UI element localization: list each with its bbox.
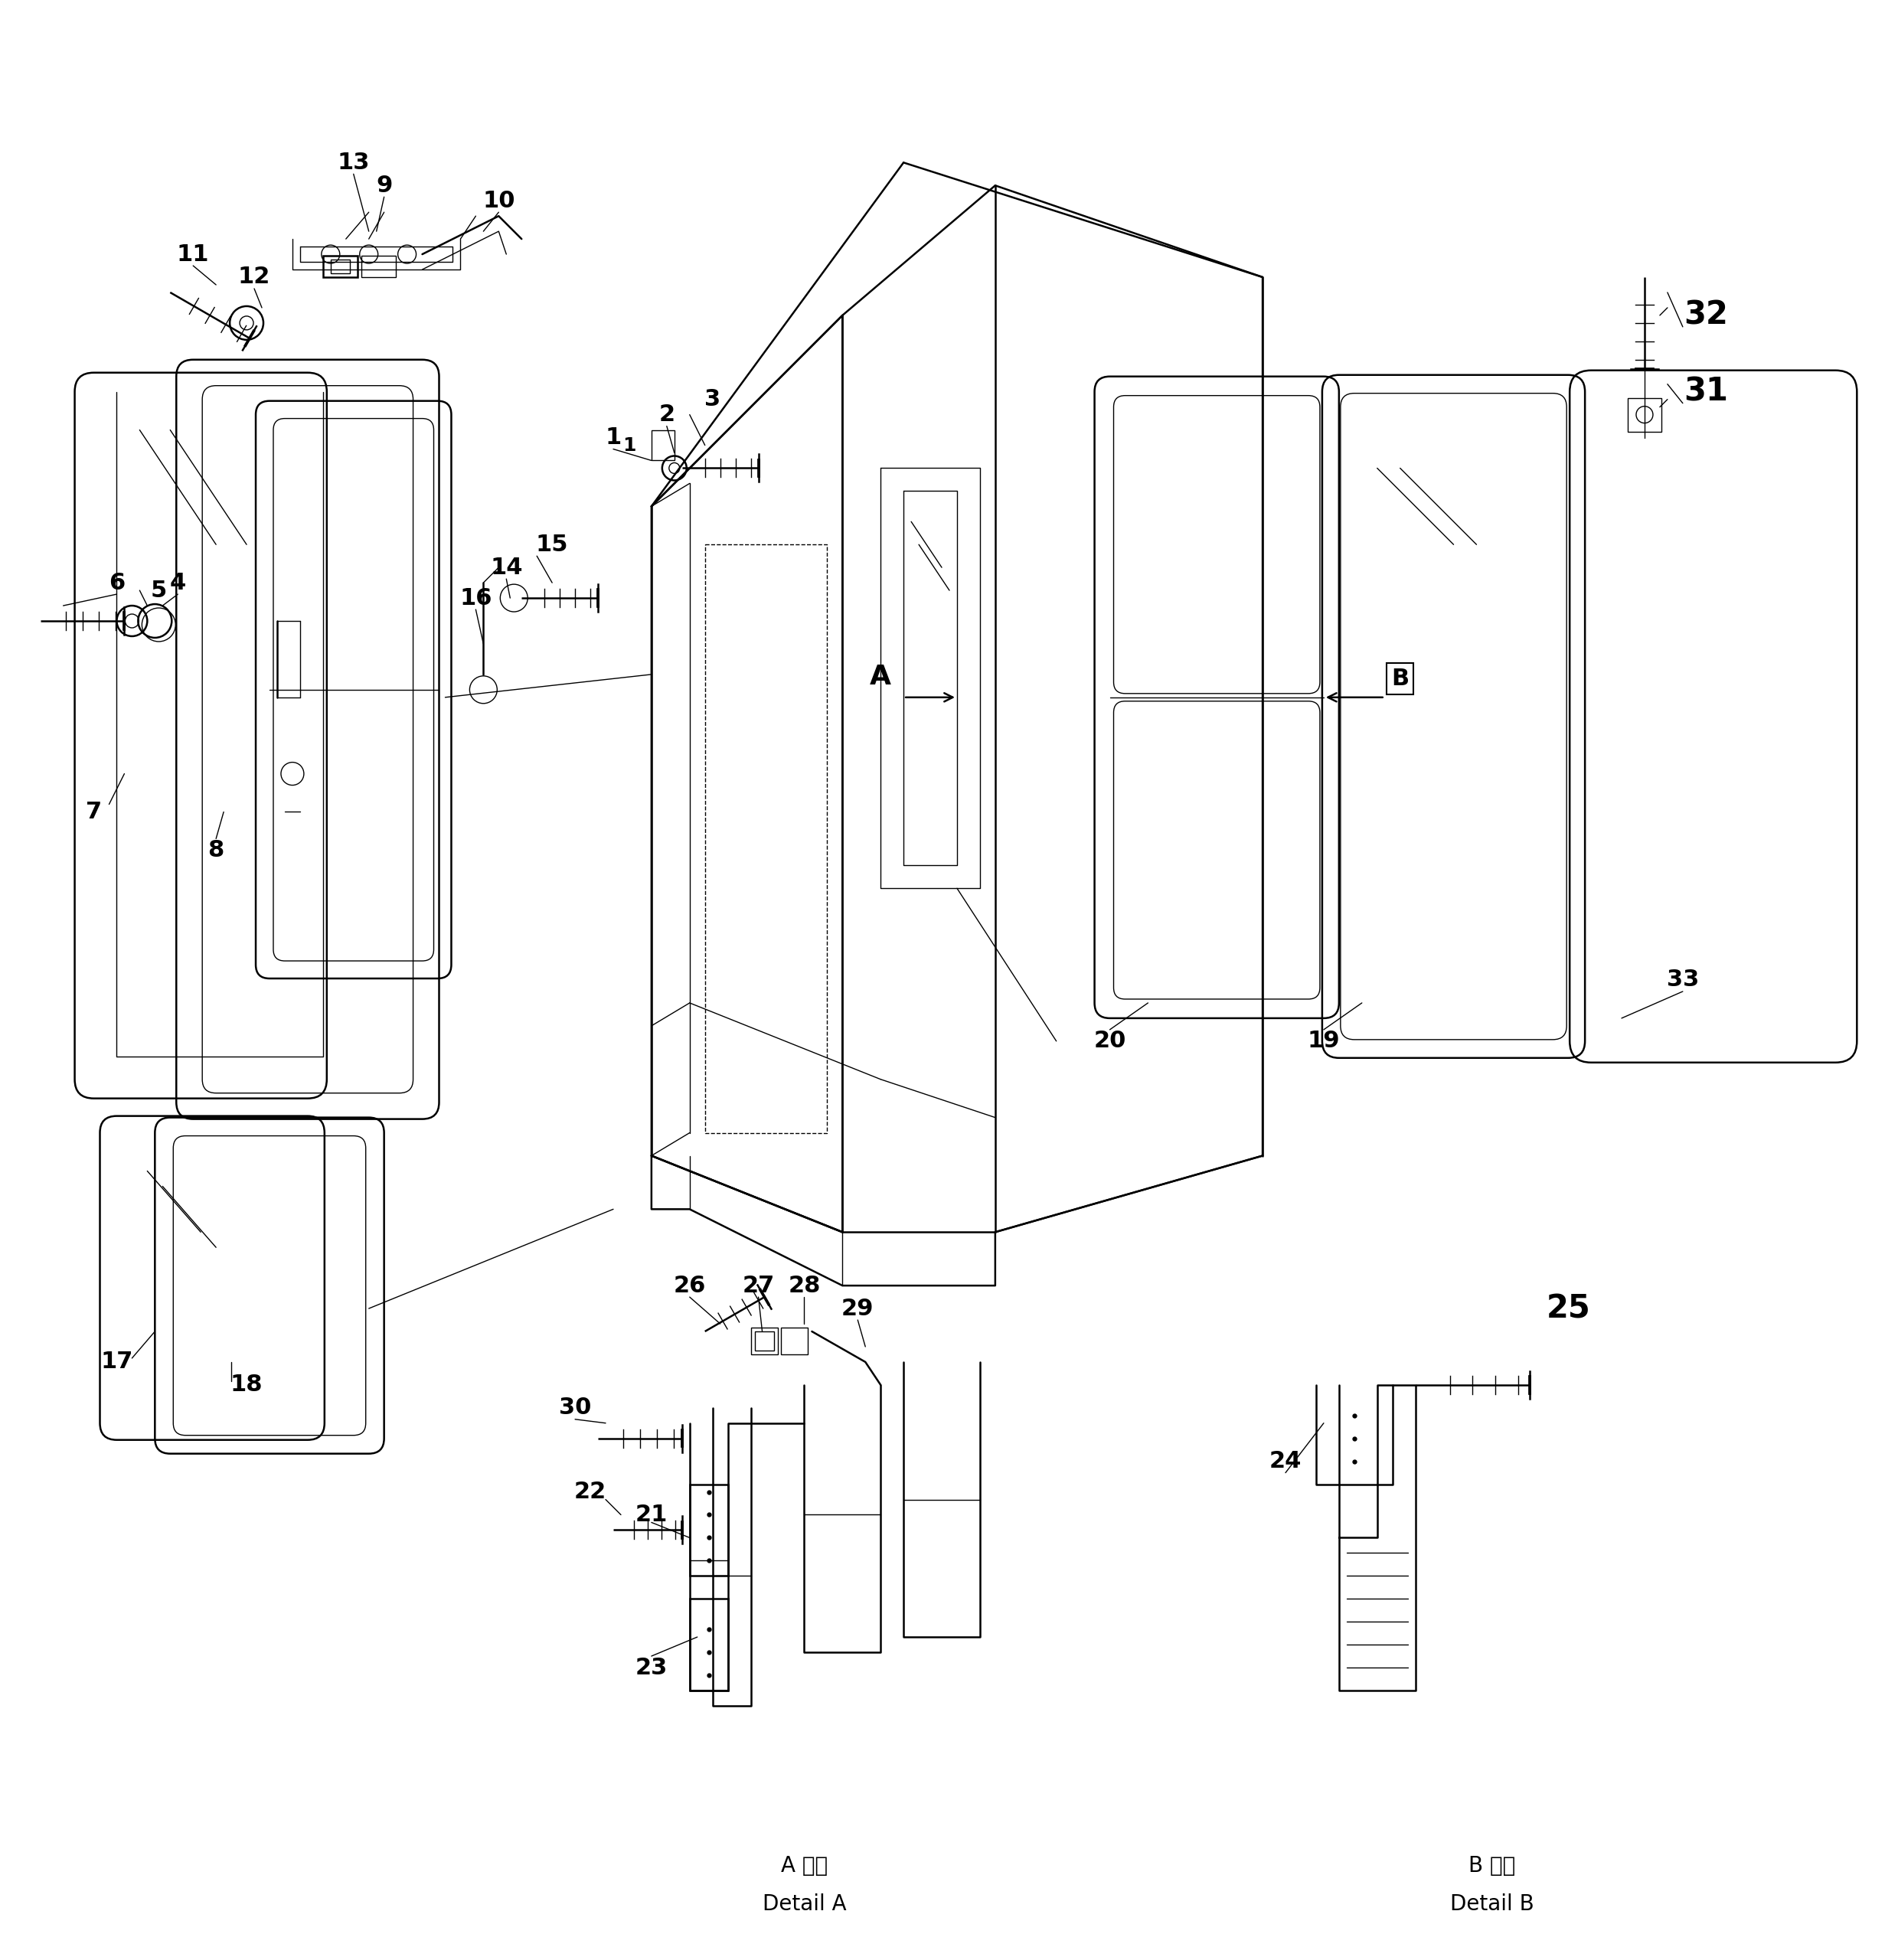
Text: 4: 4 [169, 572, 186, 594]
Text: 27: 27 [742, 1274, 774, 1298]
Text: 31: 31 [1684, 376, 1727, 408]
Text: 15: 15 [535, 533, 568, 555]
Text: 25: 25 [1547, 1292, 1591, 1325]
Text: A: A [869, 664, 892, 690]
Text: 16: 16 [459, 586, 492, 610]
Text: 17: 17 [101, 1350, 133, 1374]
Bar [330, 259, 349, 272]
Text: B 詳細: B 詳細 [1469, 1856, 1515, 1878]
Bar [782, 1327, 809, 1354]
Text: B: B [1391, 668, 1408, 690]
Text: 1: 1 [605, 427, 621, 449]
Bar [1628, 398, 1661, 431]
Text: 3: 3 [704, 388, 721, 410]
Text: 18: 18 [230, 1374, 262, 1396]
Bar [651, 429, 674, 461]
Bar [752, 1327, 778, 1354]
Text: 9: 9 [376, 174, 393, 196]
Text: 29: 29 [841, 1298, 873, 1319]
Text: 12: 12 [237, 267, 270, 288]
Text: 1: 1 [623, 435, 636, 455]
Text: 6: 6 [108, 572, 125, 594]
Text: 30: 30 [558, 1397, 592, 1419]
Text: 5: 5 [150, 580, 167, 602]
Text: Detail A: Detail A [763, 1893, 847, 1915]
Text: 28: 28 [788, 1274, 820, 1298]
Text: 23: 23 [636, 1656, 668, 1678]
Text: 22: 22 [575, 1480, 607, 1503]
Text: A 詳細: A 詳細 [780, 1856, 828, 1878]
Text: 21: 21 [636, 1503, 668, 1527]
Text: 33: 33 [1666, 968, 1699, 992]
Text: 11: 11 [177, 243, 209, 265]
Bar [689, 1484, 727, 1576]
Text: Detail B: Detail B [1450, 1893, 1534, 1915]
Bar [755, 1331, 774, 1350]
Text: 20: 20 [1093, 1031, 1126, 1053]
Bar [689, 1599, 727, 1690]
Text: 14: 14 [490, 557, 522, 578]
Text: 8: 8 [209, 839, 224, 860]
Bar [361, 255, 395, 276]
Bar [323, 255, 357, 276]
Text: 13: 13 [338, 151, 370, 174]
Text: 32: 32 [1684, 300, 1727, 331]
Text: 26: 26 [674, 1274, 706, 1298]
Text: 2: 2 [659, 404, 676, 425]
Text: 7: 7 [85, 802, 102, 823]
Text: 10: 10 [482, 190, 514, 212]
Text: 24: 24 [1270, 1450, 1302, 1472]
Text: 19: 19 [1308, 1031, 1340, 1053]
